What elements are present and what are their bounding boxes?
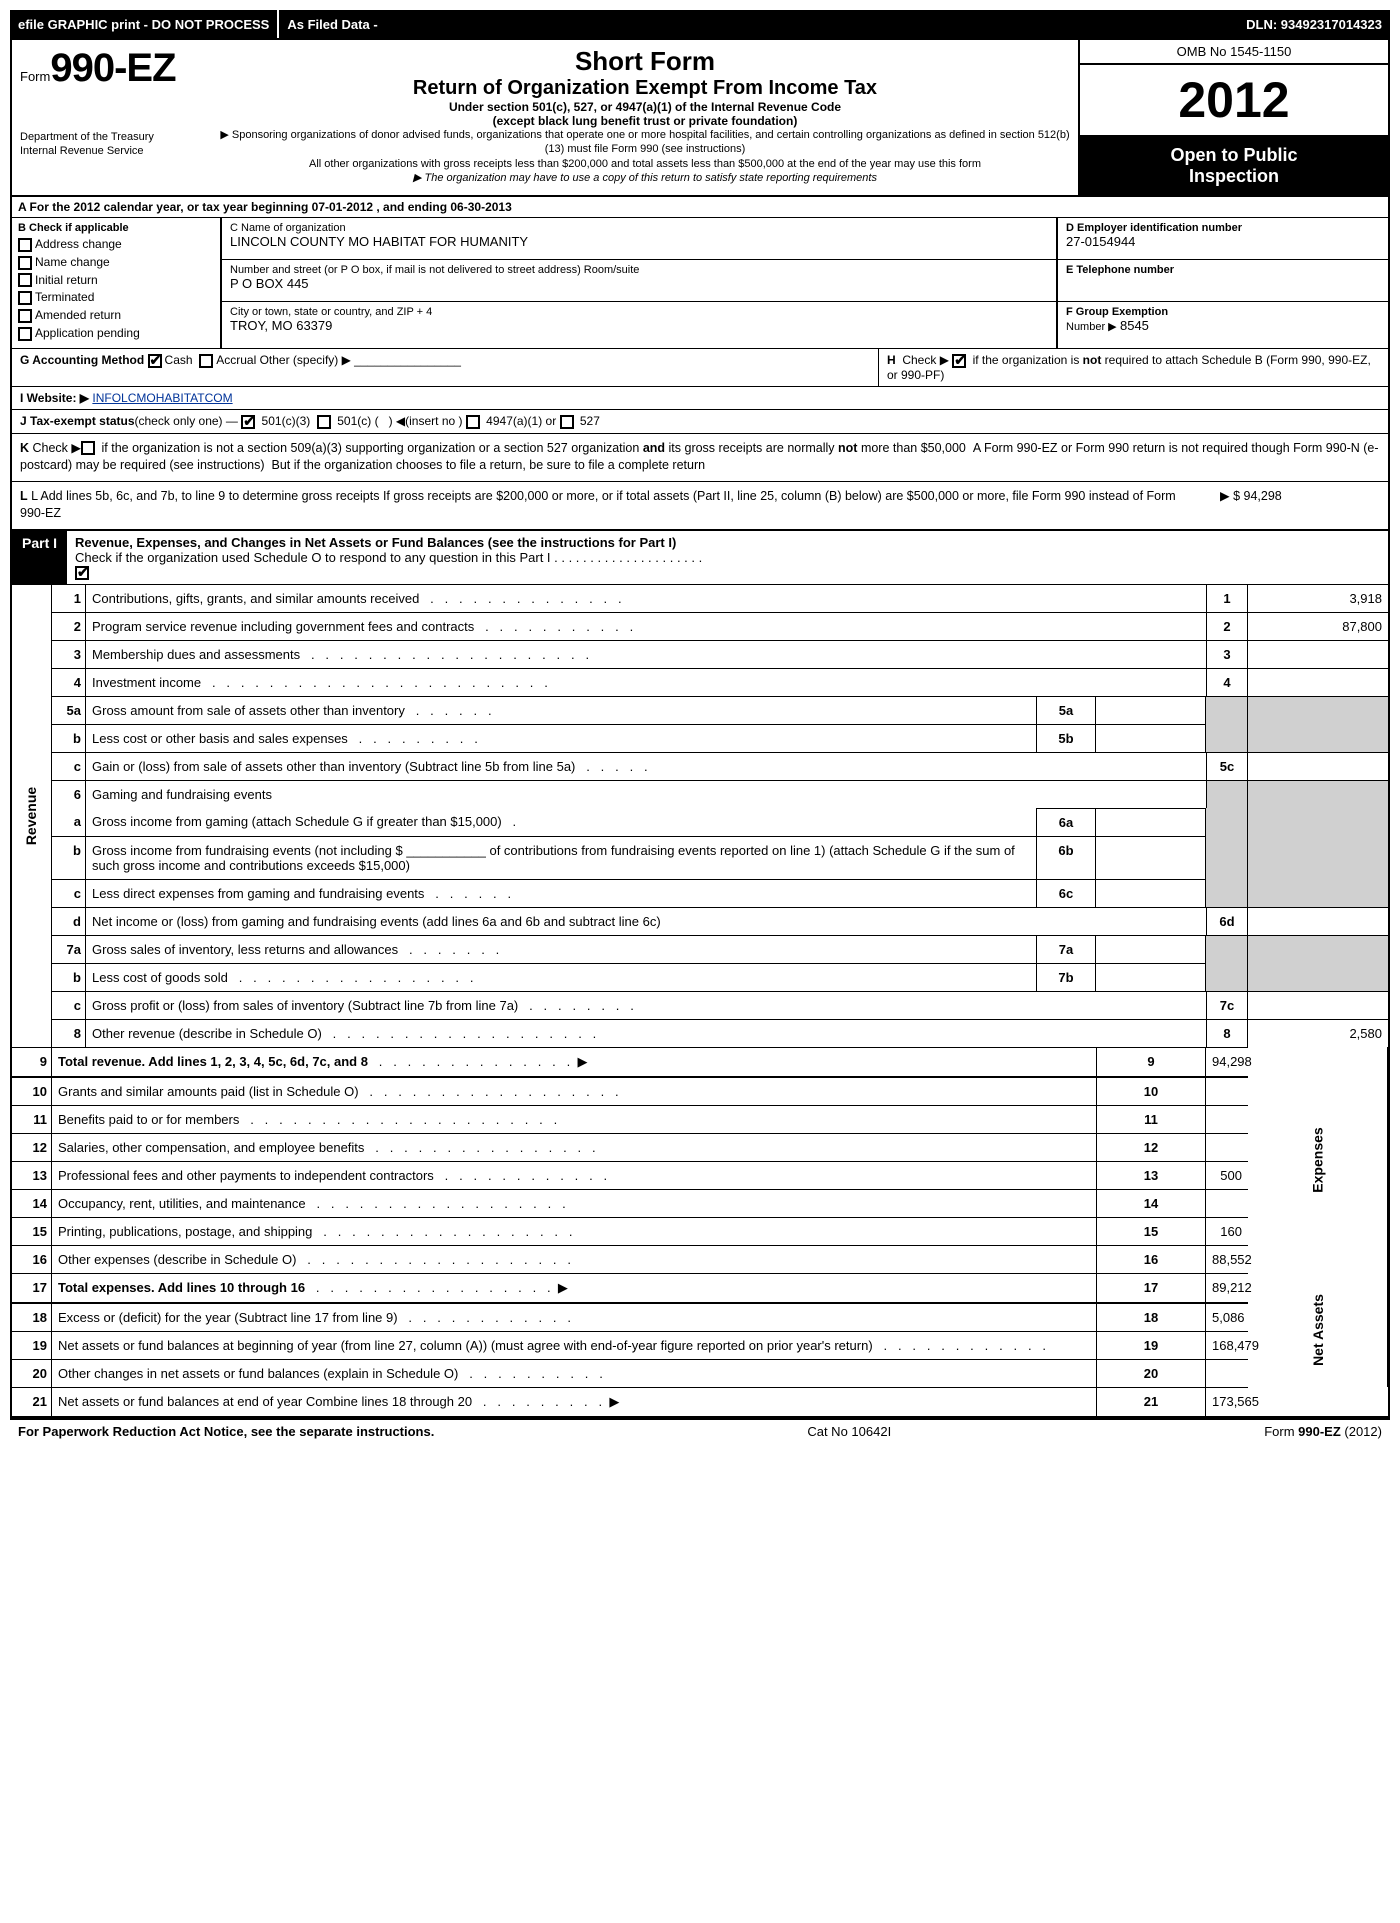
chk-schedule-o[interactable] — [75, 566, 89, 580]
line-h: H Check ▶ if the organization is not req… — [878, 349, 1388, 386]
line-13-value: 500 — [1206, 1161, 1248, 1189]
topbar-center: As Filed Data - — [279, 17, 385, 32]
col-c-org-info: C Name of organization LINCOLN COUNTY MO… — [222, 218, 1058, 348]
city-label: City or town, state or country, and ZIP … — [230, 306, 1048, 318]
footer-left: For Paperwork Reduction Act Notice, see … — [18, 1424, 434, 1439]
line-j: J Tax-exempt status(check only one) — 50… — [12, 409, 1388, 433]
form-except: (except black lung benefit trust or priv… — [216, 114, 1074, 128]
line-11-value — [1206, 1105, 1248, 1133]
chk-527[interactable] — [560, 415, 574, 429]
chk-terminated[interactable] — [18, 291, 32, 305]
line-4-value — [1248, 668, 1388, 696]
fine-print-1: ▶ Sponsoring organizations of donor advi… — [216, 128, 1074, 157]
line-16-value: 88,552 — [1206, 1245, 1248, 1273]
fine-print-3: ▶ The organization may have to use a cop… — [216, 171, 1074, 185]
line-17-value: 89,212 — [1206, 1273, 1248, 1304]
form-title: Return of Organization Exempt From Incom… — [216, 77, 1074, 100]
row-a-period: A For the 2012 calendar year, or tax yea… — [12, 197, 1388, 218]
col-d-ids: D Employer identification number 27-0154… — [1058, 218, 1388, 348]
chk-amended[interactable] — [18, 309, 32, 323]
col-b-checkboxes: B Check if applicable Address change Nam… — [12, 218, 222, 348]
part-1-check-text: Check if the organization used Schedule … — [75, 550, 702, 565]
ein-label: D Employer identification number — [1066, 222, 1380, 234]
part-1-table: Revenue 1 Contributions, gifts, grants, … — [12, 585, 1388, 1416]
line-8-value: 2,580 — [1248, 1019, 1388, 1047]
omb-number: OMB No 1545-1150 — [1080, 40, 1388, 65]
line-7c-value — [1248, 991, 1388, 1019]
line-6d-value — [1248, 907, 1388, 935]
chk-k[interactable] — [81, 441, 95, 455]
form-number: 990-EZ — [50, 46, 175, 90]
side-revenue: Revenue — [12, 585, 52, 1047]
line-1-value: 3,918 — [1248, 585, 1388, 612]
form-subtitle: Under section 501(c), 527, or 4947(a)(1)… — [216, 100, 1074, 114]
dept-treasury: Department of the Treasury — [20, 131, 204, 143]
line-14-value — [1206, 1189, 1248, 1217]
line-12-value — [1206, 1133, 1248, 1161]
group-label: F Group Exemption — [1066, 306, 1380, 318]
footer-center: Cat No 10642I — [807, 1424, 891, 1439]
col-b-title: B Check if applicable — [18, 222, 214, 234]
ein-value: 27-0154944 — [1066, 234, 1380, 249]
line-19-value: 168,479 — [1206, 1331, 1248, 1359]
chk-501c[interactable] — [317, 415, 331, 429]
chk-cash[interactable] — [148, 354, 162, 368]
line-21-value: 173,565 — [1206, 1387, 1248, 1416]
top-bar: efile GRAPHIC print - DO NOT PROCESS As … — [10, 10, 1390, 38]
chk-app-pending[interactable] — [18, 327, 32, 341]
part-1-label: Part I — [12, 531, 67, 585]
tax-year: 2012 — [1080, 65, 1388, 137]
open-public-badge: Open to Public Inspection — [1080, 137, 1388, 195]
line-5c-value — [1248, 752, 1388, 780]
header-left: Form990-EZ Department of the Treasury In… — [12, 40, 212, 195]
line-18-value: 5,086 — [1206, 1304, 1248, 1331]
website-link[interactable]: INFOLCMOHABITATCOM — [92, 391, 232, 405]
header-center: Short Form Return of Organization Exempt… — [212, 40, 1078, 195]
chk-name-change[interactable] — [18, 256, 32, 270]
chk-schedule-b[interactable] — [952, 354, 966, 368]
tel-label: E Telephone number — [1066, 264, 1380, 276]
dept-irs: Internal Revenue Service — [20, 145, 204, 157]
short-form-label: Short Form — [216, 46, 1074, 77]
street-value: P O BOX 445 — [230, 276, 1048, 291]
part-1-header: Part I Revenue, Expenses, and Changes in… — [12, 529, 1388, 586]
part-1-title: Revenue, Expenses, and Changes in Net As… — [75, 535, 676, 550]
line-g: G Accounting Method Cash Accrual Other (… — [12, 349, 878, 386]
form-prefix: Form — [20, 69, 50, 84]
city-value: TROY, MO 63379 — [230, 318, 1048, 333]
side-expenses: Expenses — [1248, 1047, 1388, 1273]
section-k: K Check ▶ if the organization is not a s… — [12, 433, 1388, 481]
line-9-value: 94,298 — [1206, 1047, 1248, 1078]
line-10-value — [1206, 1078, 1248, 1105]
header-right: OMB No 1545-1150 2012 Open to Public Ins… — [1078, 40, 1388, 195]
chk-initial-return[interactable] — [18, 273, 32, 287]
line-15-value: 160 — [1206, 1217, 1248, 1245]
org-name-label: C Name of organization — [230, 222, 1048, 234]
side-netassets: Net Assets — [1248, 1273, 1388, 1387]
footer: For Paperwork Reduction Act Notice, see … — [10, 1418, 1390, 1443]
fine-print-2: All other organizations with gross recei… — [216, 157, 1074, 171]
group-value: 8545 — [1120, 318, 1149, 333]
chk-501c3[interactable] — [241, 415, 255, 429]
line-20-value — [1206, 1359, 1248, 1387]
topbar-dln: DLN: 93492317014323 — [1238, 17, 1390, 32]
line-3-value — [1248, 640, 1388, 668]
org-name: LINCOLN COUNTY MO HABITAT FOR HUMANITY — [230, 234, 1048, 249]
topbar-left: efile GRAPHIC print - DO NOT PROCESS — [10, 10, 279, 38]
line-2-value: 87,800 — [1248, 612, 1388, 640]
chk-accrual[interactable] — [199, 354, 213, 368]
chk-address-change[interactable] — [18, 238, 32, 252]
street-label: Number and street (or P O box, if mail i… — [230, 264, 1048, 276]
line-i: I Website: ▶ INFOLCMOHABITATCOM — [12, 386, 1388, 409]
footer-right: Form 990-EZ (2012) — [1264, 1424, 1382, 1439]
chk-4947[interactable] — [466, 415, 480, 429]
section-l-amount: ▶ $ 94,298 — [1200, 488, 1380, 523]
section-l: L L Add lines 5b, 6c, and 7b, to line 9 … — [12, 481, 1388, 529]
